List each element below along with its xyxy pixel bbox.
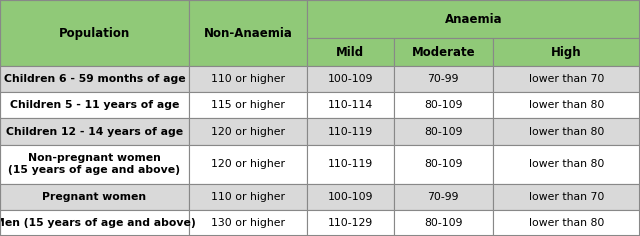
Bar: [0, 144, 189, 184]
Text: 70-99: 70-99: [428, 74, 459, 84]
Bar: [189, 93, 307, 118]
Text: 110-119: 110-119: [328, 126, 373, 136]
Bar: [307, 0, 640, 38]
Text: 100-109: 100-109: [328, 192, 373, 202]
Text: 110-114: 110-114: [328, 101, 373, 110]
Text: 120 or higher: 120 or higher: [211, 159, 285, 169]
Text: lower than 70: lower than 70: [529, 192, 604, 202]
Text: 110 or higher: 110 or higher: [211, 74, 285, 84]
Text: Non-pregnant women
(15 years of age and above): Non-pregnant women (15 years of age and …: [8, 153, 180, 175]
Bar: [0, 66, 189, 93]
Text: lower than 80: lower than 80: [529, 159, 604, 169]
Bar: [0, 210, 189, 236]
Text: 70-99: 70-99: [428, 192, 459, 202]
Text: 110-129: 110-129: [328, 218, 373, 228]
Text: Moderate: Moderate: [412, 46, 475, 59]
Text: 80-109: 80-109: [424, 101, 463, 110]
Text: 110 or higher: 110 or higher: [211, 192, 285, 202]
Text: 80-109: 80-109: [424, 159, 463, 169]
Bar: [493, 144, 640, 184]
Bar: [307, 210, 394, 236]
Bar: [394, 118, 493, 144]
Bar: [0, 93, 189, 118]
Bar: [0, 0, 189, 66]
Bar: [394, 184, 493, 210]
Text: Children 12 - 14 years of age: Children 12 - 14 years of age: [6, 126, 183, 136]
Text: lower than 70: lower than 70: [529, 74, 604, 84]
Text: lower than 80: lower than 80: [529, 126, 604, 136]
Bar: [189, 210, 307, 236]
Bar: [493, 210, 640, 236]
Text: lower than 80: lower than 80: [529, 101, 604, 110]
Bar: [394, 66, 493, 93]
Text: High: High: [551, 46, 582, 59]
Text: 115 or higher: 115 or higher: [211, 101, 285, 110]
Text: Mild: Mild: [337, 46, 364, 59]
Bar: [189, 118, 307, 144]
Bar: [0, 184, 189, 210]
Text: Pregnant women: Pregnant women: [42, 192, 147, 202]
Bar: [307, 93, 394, 118]
Text: 130 or higher: 130 or higher: [211, 218, 285, 228]
Bar: [394, 144, 493, 184]
Bar: [493, 184, 640, 210]
Bar: [189, 0, 307, 66]
Text: Non-Anaemia: Non-Anaemia: [204, 27, 292, 40]
Bar: [394, 93, 493, 118]
Bar: [307, 144, 394, 184]
Bar: [493, 66, 640, 93]
Text: Children 5 - 11 years of age: Children 5 - 11 years of age: [10, 101, 179, 110]
Bar: [493, 118, 640, 144]
Text: Anaemia: Anaemia: [445, 13, 502, 25]
Bar: [394, 210, 493, 236]
Text: 80-109: 80-109: [424, 218, 463, 228]
Text: 100-109: 100-109: [328, 74, 373, 84]
Bar: [493, 93, 640, 118]
Text: 80-109: 80-109: [424, 126, 463, 136]
Bar: [307, 38, 394, 66]
Bar: [307, 66, 394, 93]
Bar: [189, 184, 307, 210]
Bar: [394, 38, 493, 66]
Bar: [0, 118, 189, 144]
Text: 120 or higher: 120 or higher: [211, 126, 285, 136]
Bar: [493, 38, 640, 66]
Text: Men (15 years of age and above): Men (15 years of age and above): [0, 218, 195, 228]
Bar: [189, 66, 307, 93]
Text: 110-119: 110-119: [328, 159, 373, 169]
Text: Children 6 - 59 months of age: Children 6 - 59 months of age: [4, 74, 185, 84]
Bar: [189, 144, 307, 184]
Text: Population: Population: [59, 27, 130, 40]
Bar: [307, 118, 394, 144]
Bar: [307, 184, 394, 210]
Text: lower than 80: lower than 80: [529, 218, 604, 228]
